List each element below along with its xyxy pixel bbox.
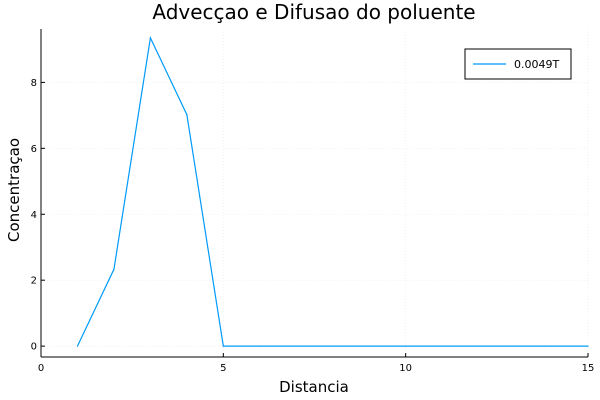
y-tick-label: 4 bbox=[31, 210, 37, 221]
data-point bbox=[478, 345, 480, 347]
legend: 0.0049T bbox=[464, 48, 572, 80]
y-tick-label: 0 bbox=[31, 342, 37, 353]
data-point bbox=[405, 345, 407, 347]
x-tick-label: 5 bbox=[220, 363, 226, 374]
data-point bbox=[259, 345, 261, 347]
y-axis-label: Concentraçao bbox=[5, 138, 23, 242]
data-point bbox=[441, 345, 443, 347]
y-tick-label: 8 bbox=[31, 78, 37, 89]
data-point bbox=[295, 345, 297, 347]
x-tick-label: 0 bbox=[38, 363, 44, 374]
data-point bbox=[222, 345, 224, 347]
y-tick-label: 6 bbox=[31, 144, 37, 155]
series-layer bbox=[76, 35, 589, 347]
y-tick-label: 2 bbox=[31, 276, 37, 287]
x-axis-label: Distancia bbox=[279, 378, 349, 396]
data-point bbox=[368, 345, 370, 347]
legend-label: 0.0049T bbox=[514, 58, 559, 71]
data-point bbox=[550, 345, 553, 347]
chart-title: Advecçao e Difusao do poluente bbox=[152, 0, 475, 24]
ticks: 0 5 10 15 0 2 4 6 8 bbox=[31, 78, 595, 374]
data-point bbox=[587, 345, 589, 347]
axes bbox=[40, 29, 588, 358]
data-point bbox=[514, 345, 516, 347]
data-point bbox=[186, 114, 188, 116]
data-point bbox=[113, 268, 115, 270]
x-tick-label: 15 bbox=[582, 363, 595, 374]
data-point bbox=[149, 37, 151, 39]
x-tick-label: 10 bbox=[399, 363, 412, 374]
data-point bbox=[332, 345, 334, 347]
data-point bbox=[76, 345, 79, 347]
